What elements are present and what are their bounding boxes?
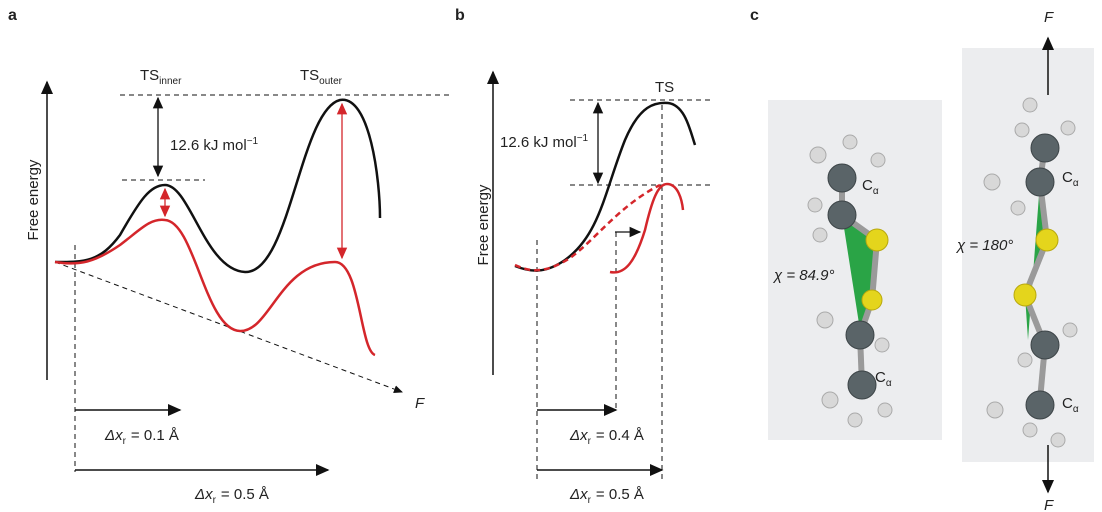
text-part: α [886,378,892,389]
molecule [807,134,893,428]
atom [1060,120,1076,136]
model-box [962,48,1094,462]
text-part: Δx [194,486,213,503]
text-part: Δx [569,486,588,503]
dx-label: Δxr = 0.4 Å [569,427,644,447]
atom [1014,122,1030,138]
text-part: r [123,436,127,447]
text-part: C [1062,169,1073,186]
curve-red [54,218,376,357]
ts-outer: TSouter [300,67,343,87]
text-part: = 0.4 Å [596,427,644,444]
dx-label: Δxr = 0.5 Å [194,486,269,506]
force-label: F [1044,9,1054,26]
text-part: = 0.5 Å [221,486,269,503]
force-label: F [1044,497,1054,512]
dx-label: Δxr = 0.1 Å [104,427,179,447]
panel-c: c Cα Cα χ = 84.9° F F Cα C [750,7,1094,512]
panel-label: b [455,7,465,24]
atom [847,370,877,400]
atom-label: Cα [1062,169,1079,189]
dx-label: Δxr = 0.5 Å [569,486,644,506]
text-part: = 0.5 Å [596,486,644,503]
atom [874,337,890,353]
atom [1013,283,1037,307]
atom [1022,97,1038,113]
atom [861,289,883,311]
atom [1035,228,1059,252]
atom-label: Cα [875,369,892,389]
text-part: α [873,186,879,197]
atom [1025,390,1055,420]
ts-inner: TSinner [140,67,182,87]
atom [821,391,839,409]
atom [1030,133,1060,163]
text-part: r [588,495,592,506]
text-part: α [1073,404,1079,415]
y-axis-label: Free energy [25,159,42,240]
y-axis-label: Free energy [475,184,492,265]
atom [1050,432,1066,448]
atom [827,200,857,230]
atom [807,197,823,213]
atom [1017,352,1033,368]
atom [812,227,828,243]
text-part: r [213,495,217,506]
text-part: C [862,177,873,194]
text-part: TS [300,67,319,84]
panel-label: c [750,7,759,24]
text-part: inner [159,76,182,87]
text-part: Δx [104,427,123,444]
curve-black [54,98,382,274]
barrier-label: 12.6 kJ mol−1 [500,133,589,151]
atom [1062,322,1078,338]
molecule [983,97,1078,448]
atom [865,228,889,252]
force-label: F [415,395,425,412]
atom [1022,422,1038,438]
text-part: −1 [577,133,589,144]
atom [870,152,886,168]
atom [1010,200,1026,216]
atom [847,412,863,428]
atom [845,320,875,350]
text-part: r [588,436,592,447]
text-part: 12.6 kJ mol [170,137,247,154]
text-part: Δx [569,427,588,444]
atom [877,402,893,418]
atom [1025,167,1055,197]
force-tilt [54,261,403,393]
atom [827,163,857,193]
text-part: TS [140,67,159,84]
atom [1030,330,1060,360]
atom [983,173,1001,191]
barrier-label: 12.6 kJ mol−1 [170,136,259,154]
angle-label: χ = 84.9° [772,267,834,284]
text-part: = 0.1 Å [131,427,179,444]
panel-a: a Free energy TSinner TSouter 12.6 kJ mo… [8,7,450,506]
atom [986,401,1004,419]
curve-black [514,101,697,272]
atom [842,134,858,150]
text-part: 12.6 kJ mol [500,134,577,151]
text-part: −1 [247,136,259,147]
ts-label: TS [655,79,674,96]
atom [809,146,827,164]
angle-label: χ = 180° [955,237,1013,254]
panel-label: a [8,7,17,24]
panel-b: b Free energy TS 12.6 kJ mol−1 Δxr = 0.4 … [455,7,710,506]
curve-red [609,182,685,274]
atom [816,311,834,329]
atom-label: Cα [1062,395,1079,415]
text-part: outer [319,76,342,87]
curve-red-dashed [514,183,661,272]
text-part: α [1073,178,1079,189]
text-part: C [875,369,886,386]
atom-label: Cα [862,177,879,197]
text-part: C [1062,395,1073,412]
